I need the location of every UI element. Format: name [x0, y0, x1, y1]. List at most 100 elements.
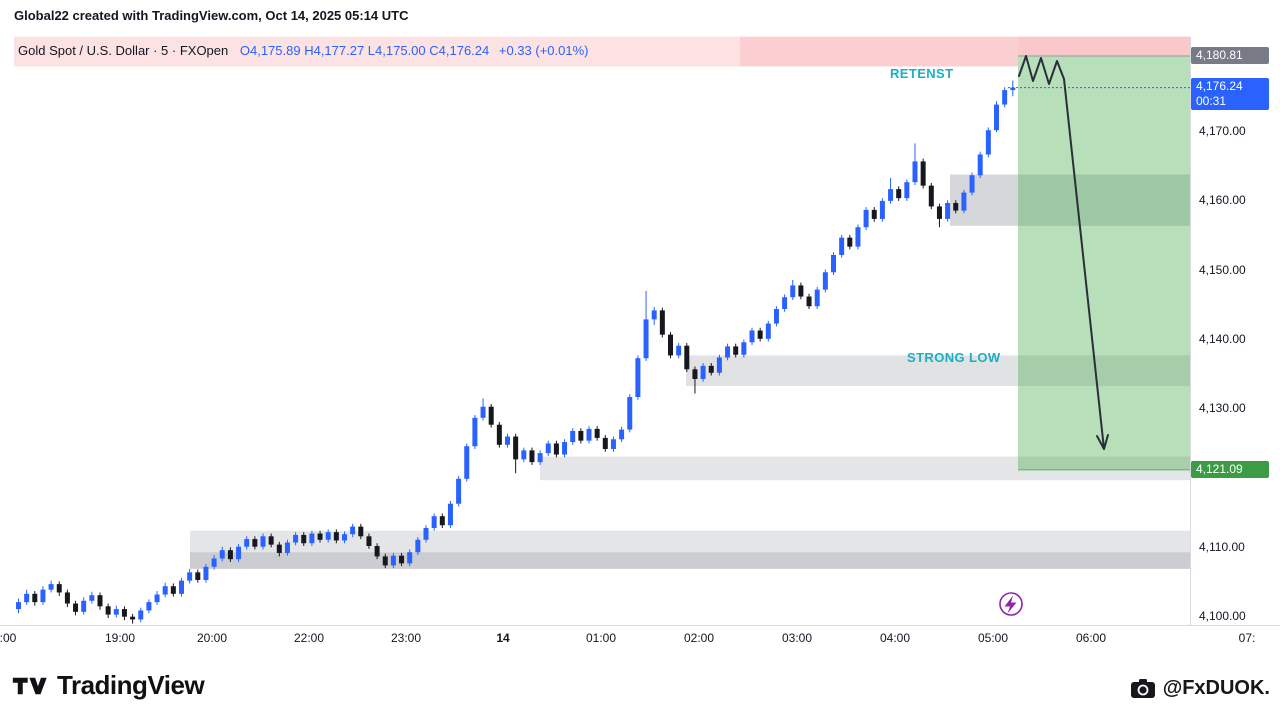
- legend-symbol[interactable]: Gold Spot / U.S. Dollar · 5 · FXOpen: [18, 43, 229, 58]
- retest-annotation[interactable]: RETENST: [890, 66, 954, 81]
- candle-body: [651, 310, 657, 320]
- zone-4110-upper[interactable]: [190, 530, 1190, 553]
- candle-body: [154, 594, 160, 603]
- candle-body: [1002, 90, 1008, 105]
- candle-body: [896, 189, 902, 199]
- candle-body: [236, 546, 242, 560]
- last-price-value: 4,176.24: [1196, 79, 1243, 93]
- candle-body: [260, 536, 266, 547]
- risk-zone[interactable]: [1018, 36, 1190, 56]
- zone-4135[interactable]: [686, 355, 1190, 386]
- candle-body: [977, 154, 983, 176]
- candle-body: [211, 558, 217, 567]
- zone-4160[interactable]: [950, 174, 1190, 226]
- tradingview-wordmark: TradingView: [57, 670, 205, 700]
- time-tick-label: 23:00: [390, 631, 422, 645]
- symbol-legend: Gold Spot / U.S. Dollar · 5 · FXOpen O4,…: [18, 43, 589, 58]
- candle-body: [619, 429, 625, 440]
- candle-body: [276, 544, 282, 553]
- candle-body: [806, 296, 812, 307]
- candle-body: [390, 555, 396, 566]
- candle-body: [839, 237, 845, 255]
- time-axis-border: [0, 625, 1280, 626]
- bar-countdown: 00:31: [1196, 94, 1227, 108]
- candle-body: [16, 602, 21, 610]
- candle-body: [594, 428, 600, 438]
- candle-body: [97, 595, 103, 607]
- snapshot-credit: Global22 created with TradingView.com, O…: [14, 8, 409, 23]
- supply-zone-strong[interactable]: [740, 36, 1018, 67]
- price-tick-label: 4,160.00: [1199, 193, 1246, 208]
- time-tick-label: 01:00: [585, 631, 617, 645]
- candle-body: [969, 175, 975, 193]
- candle-body: [203, 566, 209, 580]
- candle-body: [48, 584, 54, 590]
- candle-body: [668, 334, 673, 356]
- candle-body: [309, 533, 315, 544]
- time-tick-label: 06:00: [1075, 631, 1107, 645]
- candle-body: [570, 430, 576, 443]
- candle-body: [586, 428, 592, 441]
- tradingview-brand[interactable]: TradingView: [12, 670, 205, 701]
- candle-body: [814, 289, 820, 307]
- candle-body: [146, 602, 152, 611]
- target-price-tag[interactable]: 4,121.09: [1191, 461, 1269, 478]
- zone-4121[interactable]: [540, 456, 1190, 481]
- candle-body: [765, 323, 771, 339]
- candle-body: [994, 104, 999, 131]
- candle-body: [725, 346, 731, 358]
- legend-ohlc: O4,175.89 H4,177.27 L4,175.00 C4,176.24: [239, 43, 490, 58]
- candle-body: [268, 536, 274, 545]
- candle-body: [301, 534, 307, 544]
- candle-body: [961, 192, 967, 211]
- entry-price-tag[interactable]: 4,180.81: [1191, 47, 1269, 64]
- legend-change: +0.33 (+0.01%): [498, 43, 589, 58]
- candle-body: [447, 503, 453, 526]
- candle-body: [562, 442, 568, 455]
- candle-body: [855, 227, 861, 247]
- candle-body: [741, 342, 747, 355]
- candle-body: [342, 534, 347, 541]
- price-axis[interactable]: 4,170.00 4,160.00 4,150.00 4,140.00 4,130.00…: [1191, 0, 1280, 625]
- zone-4110-lower[interactable]: [190, 552, 1190, 569]
- projection-arrow[interactable]: [1018, 55, 1105, 450]
- candle-body: [325, 532, 331, 540]
- camera-icon: [1130, 679, 1155, 698]
- time-tick-label: 02:00: [683, 631, 715, 645]
- candle-body: [831, 254, 836, 273]
- candle-body: [920, 161, 926, 186]
- candle-body: [170, 586, 176, 594]
- candle-body: [187, 572, 193, 581]
- price-tick-label: 4,100.00: [1199, 609, 1246, 623]
- time-tick-label: 20:00: [196, 631, 228, 645]
- social-handle: @FxDUOK.: [1130, 677, 1270, 700]
- candle-body: [64, 592, 70, 604]
- candle-body: [749, 330, 755, 343]
- candle-body: [496, 424, 502, 445]
- time-tick-label: 14: [496, 631, 510, 645]
- social-handle-text: @FxDUOK.: [1162, 677, 1270, 699]
- time-tick-label: 07:: [1238, 631, 1256, 645]
- candle-body: [888, 189, 894, 201]
- time-axis[interactable]: :00 19:00 20:00 22:00 23:00 14 01:00 02:00 03:00…: [0, 625, 1280, 655]
- candle-body: [782, 297, 788, 310]
- candle-body: [464, 446, 470, 479]
- projection-box[interactable]: [1018, 55, 1190, 470]
- candle-body: [912, 161, 918, 183]
- candle-body: [89, 595, 95, 601]
- candle-body: [472, 417, 478, 447]
- candle-body: [24, 593, 30, 603]
- strong-low-annotation[interactable]: STRONG LOW: [907, 350, 1001, 365]
- candle-body: [773, 309, 779, 324]
- time-tick-label: 19:00: [104, 631, 136, 645]
- candle-body: [863, 209, 869, 228]
- candle-body: [81, 600, 87, 612]
- supply-zone[interactable]: [14, 36, 1018, 67]
- candle-body: [985, 130, 991, 155]
- candle-body: [529, 450, 535, 463]
- price-tick-label: 4,170.00: [1199, 123, 1246, 138]
- candle-body: [293, 534, 299, 543]
- candle-body: [333, 532, 339, 541]
- candle-body: [545, 443, 551, 454]
